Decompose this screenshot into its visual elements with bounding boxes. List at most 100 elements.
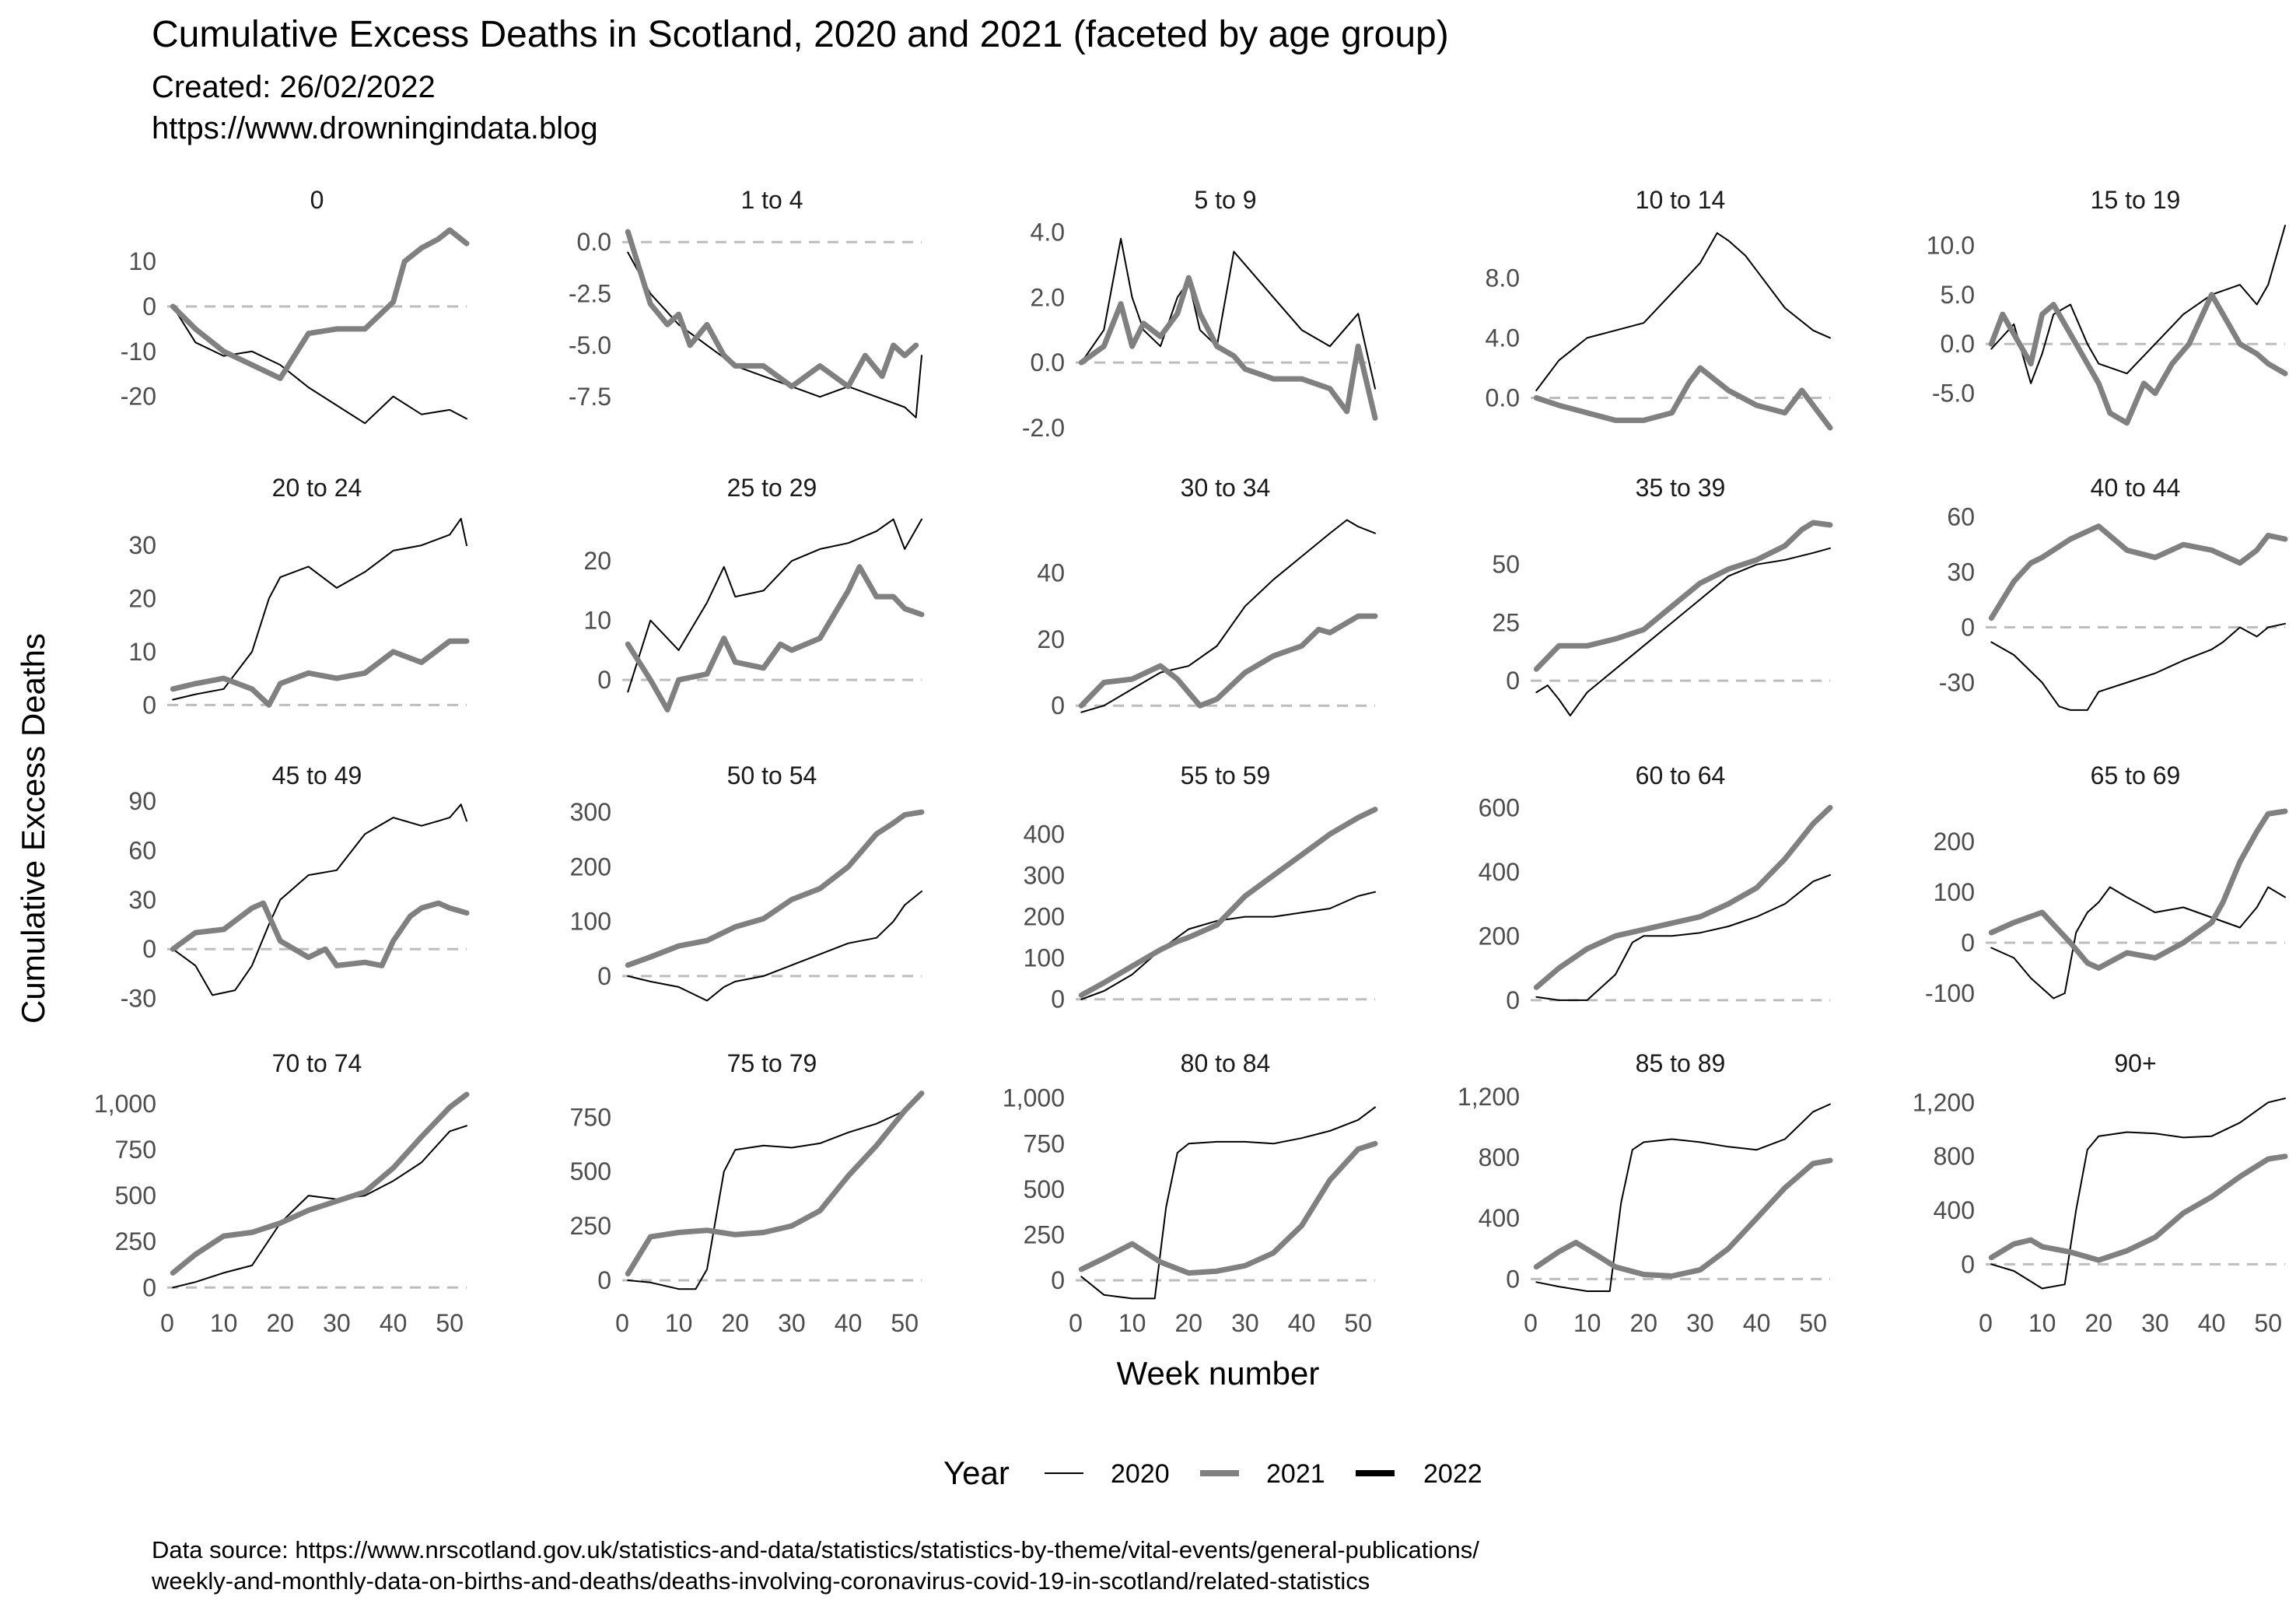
facet-strip-label: 70 to 74 xyxy=(272,1049,362,1077)
y-tick-label: -5.0 xyxy=(569,331,611,359)
series-line-2020 xyxy=(1990,622,2286,711)
x-tick-label: 30 xyxy=(323,1309,351,1337)
y-tick-label: 250 xyxy=(115,1227,156,1255)
y-tick-label: 30 xyxy=(128,886,156,914)
y-tick-label: 20 xyxy=(1037,625,1065,653)
y-tick-label: 25 xyxy=(1492,608,1520,636)
facet-panel: 75 to 79 750 500 250 00 10 20 30 40 50 xyxy=(570,1049,925,1337)
series-line-2021 xyxy=(625,1091,925,1277)
y-tick-label: 4.0 xyxy=(1486,324,1520,352)
facet-panel: 45 to 49 90 60 30 0 -30 xyxy=(121,761,470,1013)
y-tick-label: 0 xyxy=(1961,614,1975,642)
y-tick-label: 0.0 xyxy=(1031,348,1065,376)
facet-strip-label: 10 to 14 xyxy=(1636,186,1726,214)
x-tick-label: 20 xyxy=(1174,1309,1202,1337)
series-line-2021 xyxy=(1078,613,1378,709)
series-line-2020 xyxy=(1535,874,1831,1001)
y-tick-label: -100 xyxy=(1925,979,1975,1007)
x-tick-label: 40 xyxy=(2198,1309,2226,1337)
facet-panel: 60 to 64 600 400 200 0 xyxy=(1479,761,1833,1014)
facet-strip-label: 30 to 34 xyxy=(1181,474,1271,502)
x-tick-label: 10 xyxy=(665,1309,693,1337)
facet-panel: 1 to 4 0.0 -2.5 -5.0 -7.5 xyxy=(569,186,922,418)
facet-panel: 5 to 9 4.0 2.0 0.0 -2.0 xyxy=(1022,186,1378,442)
y-tick-label: 250 xyxy=(1024,1220,1065,1248)
y-tick-label: 90 xyxy=(128,787,156,815)
y-tick-label: 0 xyxy=(1961,1250,1975,1278)
y-tick-label: 30 xyxy=(1947,558,1975,586)
chart-subtitle-url: https://www.drowningindata.blog xyxy=(152,111,598,145)
facet-panel: 65 to 69 200 100 0 -100 xyxy=(1925,761,2288,1007)
series-line-2020 xyxy=(1080,1106,1376,1300)
y-tick-label: -20 xyxy=(121,383,156,411)
facet-strip-label: 85 to 89 xyxy=(1636,1049,1726,1077)
y-tick-label: 0 xyxy=(142,1273,156,1301)
y-tick-label: 400 xyxy=(1479,858,1520,886)
y-tick-label: 500 xyxy=(1024,1175,1065,1203)
facet-panel: 50 to 54 300 200 100 0 xyxy=(570,761,925,1002)
y-tick-label: 0 xyxy=(1961,929,1975,957)
y-tick-label: -30 xyxy=(1939,668,1975,696)
y-tick-label: 1,000 xyxy=(94,1090,156,1118)
y-tick-label: -2.5 xyxy=(569,280,611,308)
series-line-2021 xyxy=(1988,523,2288,621)
y-tick-label: 0.0 xyxy=(1486,383,1520,411)
series-line-2020 xyxy=(627,518,922,693)
facet-strip-label: 90+ xyxy=(2114,1049,2156,1077)
series-line-2020 xyxy=(1080,237,1376,390)
x-tick-label: 30 xyxy=(778,1309,806,1337)
y-tick-label: 200 xyxy=(1934,828,1975,856)
x-tick-label: 30 xyxy=(2141,1309,2169,1337)
facet-strip-label: 50 to 54 xyxy=(727,761,817,789)
x-tick-label: 50 xyxy=(891,1309,919,1337)
y-tick-label: 0 xyxy=(597,962,611,990)
facet-strip-label: 5 to 9 xyxy=(1194,186,1256,214)
x-tick-label: 10 xyxy=(210,1309,238,1337)
x-tick-label: 40 xyxy=(380,1309,408,1337)
series-line-2021 xyxy=(170,227,470,381)
facet-panel: 80 to 84 1,000 750 500 250 00 10 20 30 40 50 xyxy=(1003,1049,1378,1337)
facet-panel: 35 to 39 50 25 0 xyxy=(1492,474,1833,716)
y-tick-label: 2.0 xyxy=(1031,283,1065,311)
series-line-2020 xyxy=(172,804,467,996)
x-tick-label: 20 xyxy=(266,1309,294,1337)
y-tick-label: 0 xyxy=(142,691,156,719)
y-tick-label: 0 xyxy=(142,935,156,963)
series-line-2020 xyxy=(1535,232,1831,391)
chart-title: Cumulative Excess Deaths in Scotland, 20… xyxy=(152,14,1449,55)
facet-panel: 10 to 14 8.0 4.0 0.0 xyxy=(1486,186,1833,431)
legend-title: Year xyxy=(943,1455,1010,1491)
facet-strip-label: 55 to 59 xyxy=(1181,761,1271,789)
y-tick-label: 4.0 xyxy=(1031,218,1065,246)
facet-strip-label: 80 to 84 xyxy=(1181,1049,1271,1077)
x-axis-label: Week number xyxy=(1117,1355,1320,1392)
y-tick-label: 60 xyxy=(128,836,156,864)
x-tick-label: 10 xyxy=(2028,1309,2056,1337)
y-tick-label: 20 xyxy=(583,547,611,575)
y-tick-label: 10.0 xyxy=(1927,231,1975,259)
y-tick-label: 30 xyxy=(128,531,156,559)
y-tick-label: 750 xyxy=(115,1136,156,1164)
y-tick-label: 750 xyxy=(570,1103,611,1131)
facet-panel: 55 to 59 400 300 200 100 0 xyxy=(1024,761,1378,1014)
series-line-2020 xyxy=(1990,225,2286,384)
y-axis-label: Cumulative Excess Deaths xyxy=(15,633,51,1024)
y-tick-label: -5.0 xyxy=(1932,380,1975,408)
series-line-2021 xyxy=(170,900,470,968)
facet-strip-label: 1 to 4 xyxy=(740,186,803,214)
y-tick-label: 500 xyxy=(115,1182,156,1210)
x-tick-label: 50 xyxy=(1344,1309,1372,1337)
series-line-2021 xyxy=(1988,808,2288,971)
y-tick-label: 1,200 xyxy=(1458,1083,1520,1111)
series-line-2021 xyxy=(625,229,919,390)
y-tick-label: 100 xyxy=(570,908,611,936)
series-line-2020 xyxy=(627,890,922,1002)
facet-strip-label: 45 to 49 xyxy=(272,761,362,789)
x-tick-label: 0 xyxy=(615,1309,629,1337)
y-tick-label: 200 xyxy=(1479,922,1520,950)
series-line-2021 xyxy=(1988,1154,2288,1263)
x-tick-label: 30 xyxy=(1231,1309,1259,1337)
y-tick-label: 0 xyxy=(1506,986,1520,1014)
caption-line-1: Data source: https://www.nrscotland.gov.… xyxy=(152,1536,1479,1563)
